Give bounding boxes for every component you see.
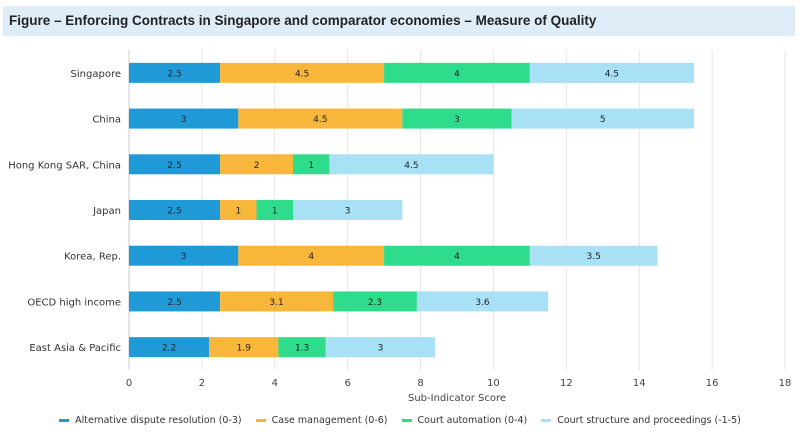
category-label: OECD high income (27, 297, 121, 308)
legend-item[interactable]: Alternative dispute resolution (0-3) (59, 415, 242, 426)
bar-segment (129, 108, 239, 129)
legend-swatch (255, 419, 266, 422)
bar-segment (220, 200, 257, 220)
bar-segment (402, 108, 512, 129)
data-label: 2.5 (167, 298, 181, 308)
data-label: 1.3 (295, 344, 309, 354)
x-tick-label: 4 (272, 378, 278, 389)
data-label: 2 (254, 161, 260, 171)
legend-item[interactable]: Court structure and proceedings (-1-5) (541, 415, 741, 426)
bar-segment (129, 291, 221, 312)
bar-segment (329, 154, 494, 175)
legend-swatch (401, 419, 412, 422)
legend-label: Court structure and proceedings (-1-5) (557, 415, 741, 426)
data-label: 1 (308, 161, 314, 171)
bar-segment (129, 154, 221, 175)
x-axis-title: Sub-Indicator Score (408, 393, 506, 404)
data-label: 3 (345, 207, 351, 217)
bar-segment (529, 62, 694, 83)
bar-segment (529, 245, 658, 266)
x-tick-label: 8 (417, 378, 423, 389)
data-label: 2.2 (162, 344, 176, 354)
legend: Alternative dispute resolution (0-3) Case… (0, 415, 800, 426)
x-tick-label: 6 (344, 378, 350, 389)
bar-segment (238, 245, 385, 266)
data-label: 4.5 (404, 161, 418, 171)
data-label: 3 (181, 115, 187, 125)
data-label: 4.5 (605, 69, 619, 79)
data-label: 3.1 (269, 298, 283, 308)
bar-segment (511, 108, 694, 129)
category-label: East Asia & Pacific (29, 343, 121, 354)
bar-segment (293, 154, 330, 175)
legend-item[interactable]: Court automation (0-4) (401, 415, 528, 426)
legend-item[interactable]: Case management (0-6) (255, 415, 388, 426)
bar-segment (209, 337, 279, 358)
data-label: 3.5 (587, 252, 601, 262)
data-label: 3 (378, 344, 384, 354)
data-label: 2.5 (167, 207, 181, 217)
legend-label: Court automation (0-4) (417, 415, 528, 426)
chart-title: Figure – Enforcing Contracts in Singapor… (3, 6, 795, 36)
category-label: Korea, Rep. (64, 252, 121, 263)
legend-swatch (59, 419, 70, 422)
data-label: 1.9 (237, 344, 252, 354)
bar-segment (384, 62, 530, 83)
bar-segment (129, 200, 221, 220)
bar-segment (220, 154, 293, 175)
data-label: 5 (600, 115, 606, 125)
bar-segment (325, 337, 436, 358)
category-label: Hong Kong SAR, China (8, 160, 121, 171)
data-label: 1 (272, 207, 278, 217)
bar-segment (416, 291, 549, 312)
data-label: 3 (454, 115, 460, 125)
bar-segment (256, 200, 293, 220)
data-label: 2.5 (167, 161, 181, 171)
x-tick-label: 14 (633, 378, 646, 389)
bar-segment (293, 200, 403, 220)
x-tick-label: 0 (126, 378, 132, 389)
data-label: 4.5 (295, 69, 309, 79)
x-tick-label: 12 (560, 378, 573, 389)
data-label: 4 (454, 69, 460, 79)
data-label: 4.5 (313, 115, 327, 125)
data-label: 4 (454, 252, 460, 262)
data-label: 2.5 (167, 69, 181, 79)
bar-segment (333, 291, 417, 312)
bar-segment (129, 337, 210, 358)
data-label: 3 (181, 252, 187, 262)
data-label: 3.6 (475, 298, 490, 308)
legend-swatch (541, 419, 552, 422)
bar-segment (278, 337, 326, 358)
x-tick-label: 16 (706, 378, 719, 389)
bar-segment (129, 245, 239, 266)
bar-segment (129, 62, 221, 83)
x-tick-label: 10 (487, 378, 500, 389)
legend-label: Alternative dispute resolution (0-3) (75, 415, 242, 426)
data-label: 1 (235, 207, 241, 217)
data-label: 4 (308, 252, 314, 262)
bar-segment (220, 62, 385, 83)
category-label: Singapore (71, 69, 121, 80)
data-label: 2.3 (368, 298, 382, 308)
category-label: Japan (92, 206, 121, 217)
bar-segment (384, 245, 530, 266)
legend-label: Case management (0-6) (271, 415, 388, 426)
x-tick-label: 2 (199, 378, 205, 389)
category-label: China (92, 115, 121, 126)
bar-segment (238, 108, 403, 129)
bar-segment (220, 291, 334, 312)
x-tick-label: 18 (779, 378, 792, 389)
